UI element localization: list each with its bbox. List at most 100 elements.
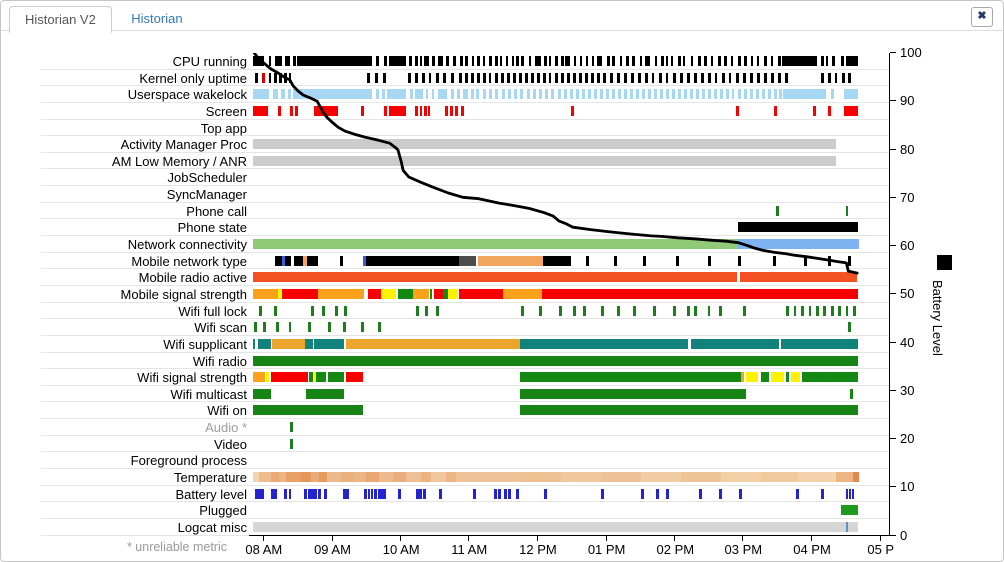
row-track <box>253 136 859 152</box>
tick-mark <box>803 255 807 266</box>
bar-segment <box>285 255 292 266</box>
tick-mark <box>343 305 347 316</box>
bar-segment <box>257 338 272 349</box>
bar-segment <box>782 56 818 66</box>
row-label: Kernel only uptime <box>139 70 247 86</box>
tick-mark <box>259 305 262 316</box>
x-axis-label: 11 AM <box>451 542 488 557</box>
row-label: Phone call <box>186 203 247 219</box>
row-label: Temperature <box>174 470 247 486</box>
x-axis-tick <box>811 535 813 541</box>
bar-segment <box>379 472 393 483</box>
bar-segment <box>262 72 266 83</box>
tick-mark <box>495 89 499 100</box>
tick-mark <box>502 89 505 100</box>
tick-mark <box>516 56 519 66</box>
tick-mark <box>848 72 851 83</box>
tick-mark <box>737 89 741 100</box>
tick-mark <box>543 56 547 66</box>
tick-mark <box>428 72 432 83</box>
tick-mark <box>443 72 446 83</box>
bar-segment <box>740 272 858 283</box>
bar-segment <box>542 255 572 266</box>
bar-segment <box>292 89 372 100</box>
tick-mark <box>416 488 419 499</box>
tick-mark <box>618 89 622 100</box>
tick-mark <box>383 488 386 499</box>
tick-mark <box>840 56 844 66</box>
tick-mark <box>506 72 510 83</box>
bar-segment <box>272 89 278 100</box>
row-track <box>253 469 859 485</box>
bar-segment <box>317 288 364 299</box>
bar-segment <box>366 472 380 483</box>
x-axis-tick <box>605 535 607 541</box>
tick-mark <box>665 56 669 66</box>
tick-mark <box>749 89 753 100</box>
tick-mark <box>588 89 591 100</box>
tick-mark <box>708 72 711 83</box>
bar-segment <box>253 272 738 283</box>
row-label: Wifi multicast <box>170 386 247 402</box>
bar-segment <box>253 372 266 383</box>
bar-segment <box>271 338 306 349</box>
row-track <box>253 219 859 235</box>
tick-mark <box>419 56 423 66</box>
tick-mark <box>623 72 627 83</box>
tick-mark <box>845 305 849 316</box>
tick-mark <box>603 72 606 83</box>
tick-mark <box>626 56 629 66</box>
bar-segment <box>353 472 367 483</box>
tick-mark <box>288 89 291 100</box>
tick-mark <box>423 105 427 116</box>
tick-mark <box>289 422 293 433</box>
bar-segment <box>520 472 561 483</box>
tick-mark <box>548 56 552 66</box>
tick-mark <box>820 56 824 66</box>
tab-historian-v2[interactable]: Historian V2 <box>9 6 112 33</box>
tick-mark <box>520 89 523 100</box>
tick-mark <box>254 488 258 499</box>
tick-mark <box>743 305 746 316</box>
tick-mark <box>566 72 570 83</box>
close-button[interactable]: ✖ <box>971 7 993 27</box>
bar-segment <box>253 239 738 250</box>
tick-mark <box>786 305 789 316</box>
tick-mark <box>516 488 519 499</box>
tick-mark <box>828 255 831 266</box>
tick-mark <box>845 205 849 216</box>
tick-mark <box>777 72 781 83</box>
tick-mark <box>793 305 797 316</box>
tick-mark <box>414 105 418 116</box>
tick-mark <box>582 89 585 100</box>
tick-mark <box>848 322 851 333</box>
tick-mark <box>600 305 604 316</box>
y-axis-tick <box>890 293 896 295</box>
row-label: Mobile network type <box>131 253 247 269</box>
row-track <box>253 236 859 252</box>
row-label: Wifi full lock <box>178 303 247 319</box>
tick-mark <box>851 488 855 499</box>
tick-mark <box>409 56 413 66</box>
row-label: Wifi supplicant <box>163 336 247 352</box>
y-axis-label: 10 <box>900 479 915 495</box>
row-label: Wifi scan <box>194 320 247 336</box>
bar-segment <box>445 472 456 483</box>
bar-segment <box>279 472 287 483</box>
row-track <box>253 53 859 69</box>
tick-mark <box>334 305 338 316</box>
tick-mark <box>591 56 595 66</box>
tick-mark <box>815 305 819 316</box>
tick-mark <box>764 56 768 66</box>
bar-segment <box>760 472 799 483</box>
tick-mark <box>694 305 697 316</box>
bar-segment <box>645 56 650 66</box>
row-track <box>253 269 859 285</box>
tick-mark <box>672 305 676 316</box>
tick-mark <box>612 56 616 66</box>
tick-mark <box>289 438 293 449</box>
bar-segment <box>412 288 429 299</box>
tick-mark <box>383 105 387 116</box>
tick-mark <box>543 72 546 83</box>
tab-historian[interactable]: Historian <box>131 11 183 26</box>
